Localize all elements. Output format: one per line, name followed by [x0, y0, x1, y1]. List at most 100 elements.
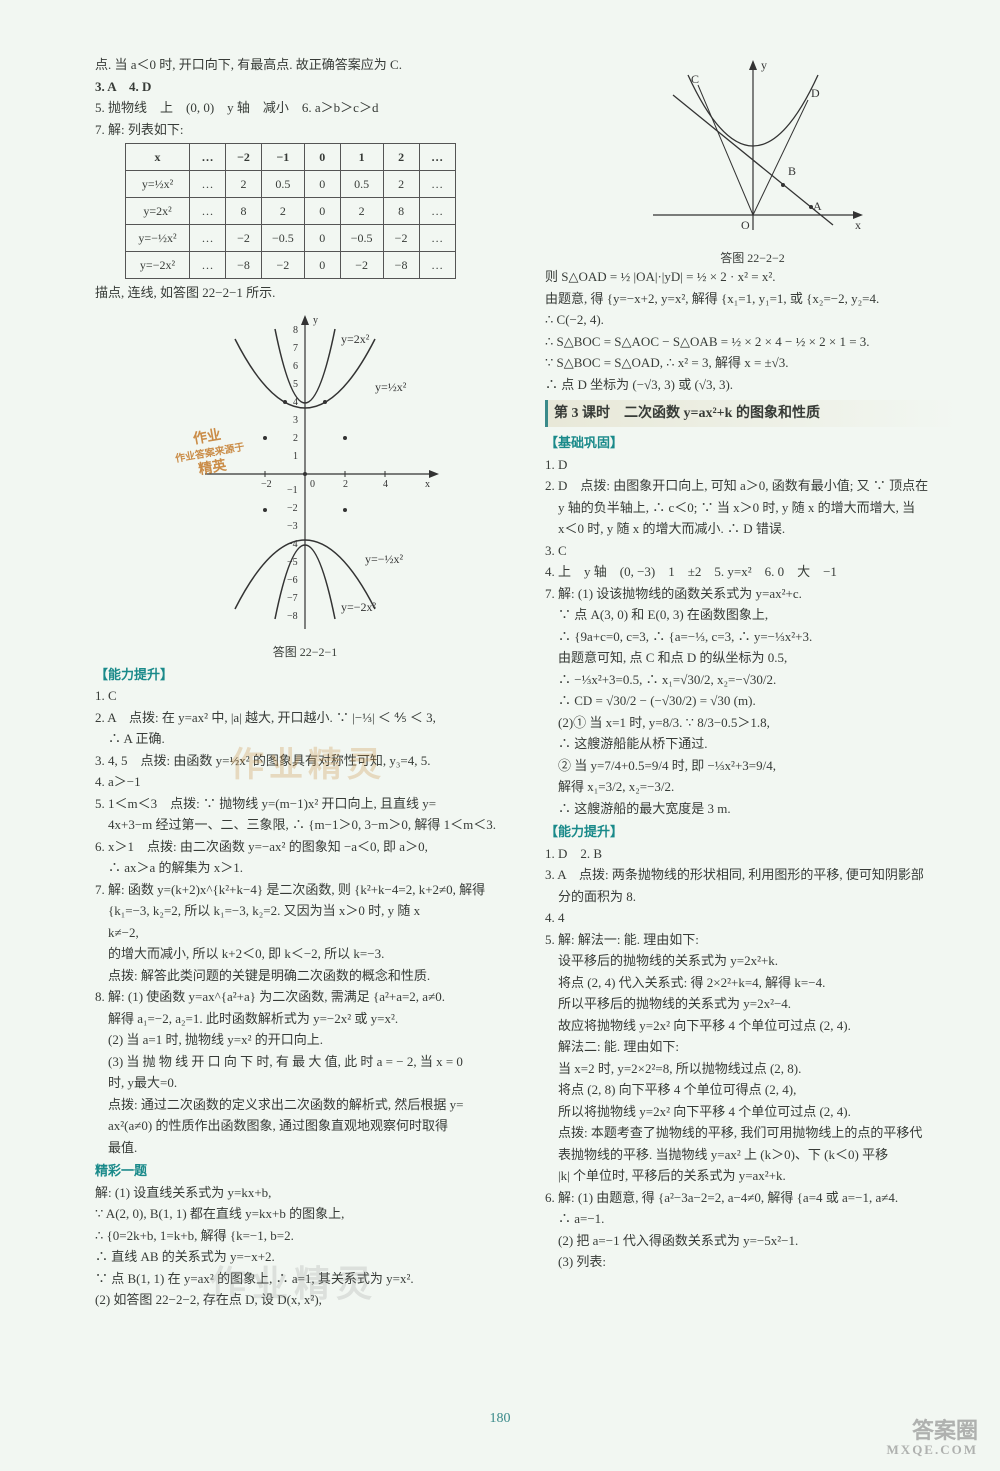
watermark-sub: MXQE.COM: [887, 1443, 978, 1457]
section-title-bar: 第 3 课时 二次函数 y=ax²+k 的图象和性质: [545, 400, 960, 427]
text-line: 最值.: [95, 1138, 515, 1158]
text-line: 3. A 4. D: [95, 77, 515, 97]
table-cell: 2: [262, 198, 305, 225]
text-line: 4. 上 y 轴 (0, −3) 1 ±2 5. y=x² 6. 0 大 −1: [545, 562, 960, 582]
svg-text:7: 7: [293, 343, 298, 354]
table-header: 2: [383, 144, 419, 171]
text-line: ax²(a≠0) 的性质作出函数图象, 通过图象直观地观察何时取得: [95, 1116, 515, 1136]
table-cell: −2: [340, 252, 383, 279]
text-line: 点拨: 解答此类问题的关键是明确二次函数的概念和性质.: [95, 966, 515, 986]
table-row: y=½x² … 2 0.5 0 0.5 2 …: [126, 171, 456, 198]
table-cell: …: [419, 225, 455, 252]
curve-label: y=−½x²: [365, 552, 404, 566]
svg-text:−6: −6: [287, 575, 298, 586]
text-line: 当 x=2 时, y=2×2²=8, 所以抛物线过点 (2, 8).: [545, 1059, 960, 1079]
svg-text:−2: −2: [287, 503, 298, 514]
text-line: 故应将抛物线 y=2x² 向下平移 4 个单位可过点 (2, 4).: [545, 1016, 960, 1036]
text-line: (2) 当 a=1 时, 抛物线 y=x² 的开口向上.: [95, 1030, 515, 1050]
text-line: 分的面积为 8.: [545, 887, 960, 907]
text-line: (3) 当 抛 物 线 开 口 向 下 时, 有 最 大 值, 此 时 a = …: [95, 1052, 515, 1072]
text-line: 点拨: 通过二次函数的定义求出二次函数的解析式, 然后根据 y=: [95, 1095, 515, 1115]
text-line: 3. C: [545, 541, 960, 561]
basic-heading: 【基础巩固】: [545, 433, 960, 453]
text-line: {k₁=−3, k₂=2, 所以 k₁=−3, k₂=2. 又因为当 x＞0 时…: [95, 901, 515, 921]
text-line: 6. 解: (1) 由题意, 得 {a²−3a−2=2, a−4≠0, 解得 {…: [545, 1188, 960, 1208]
text-line: 7. 解: 列表如下:: [95, 120, 515, 140]
text-line: 的增大而减小, 所以 k+2＜0, 即 k＜−2, 所以 k=−3.: [95, 944, 515, 964]
text-line: |k| 个单位时, 平移后的关系式为 y=ax²+k.: [545, 1166, 960, 1186]
svg-text:1: 1: [293, 451, 298, 462]
svg-text:−3: −3: [287, 521, 298, 532]
text-line: 所以平移后的抛物线的关系式为 y=2x²−4.: [545, 994, 960, 1014]
table-cell: …: [190, 225, 226, 252]
watermark-text: 作业精灵: [210, 1257, 378, 1311]
text-line: 3. A 点拨: 两条抛物线的形状相同, 利用图形的平移, 便可知阴影部: [545, 865, 960, 885]
text-line: 7. 解: (1) 设该抛物线的函数关系式为 y=ax²+c.: [545, 584, 960, 604]
table-cell: …: [419, 198, 455, 225]
value-table: x … −2 −1 0 1 2 … y=½x² … 2 0.5 0 0.5 2 …: [125, 143, 456, 279]
text-line: ∴ a=−1.: [545, 1209, 960, 1229]
svg-text:2: 2: [293, 433, 298, 444]
text-line: 解: (1) 设直线关系式为 y=kx+b,: [95, 1183, 515, 1203]
ability-heading: 【能力提升】: [545, 822, 960, 842]
text-line: 则 S△OAD = ½ |OA|·|yD| = ½ × 2 · x² = x².: [545, 267, 960, 287]
svg-text:y: y: [313, 315, 318, 326]
table-cell: y=½x²: [126, 171, 190, 198]
svg-text:2: 2: [343, 479, 348, 490]
text-line: 解得 a₁=−2, a₂=1. 此时函数解析式为 y=−2x² 或 y=x².: [95, 1009, 515, 1029]
text-line: 点. 当 a＜0 时, 开口向下, 有最高点. 故正确答案应为 C.: [95, 55, 515, 75]
table-header: 0: [304, 144, 340, 171]
text-line: (2) 把 a=−1 代入得函数关系式为 y=−5x²−1.: [545, 1231, 960, 1251]
text-line: 5. 解: 解法一: 能. 理由如下:: [545, 930, 960, 950]
table-header: 1: [340, 144, 383, 171]
text-line: 8. 解: (1) 使函数 y=ax^{a²+a} 为二次函数, 需满足 {a²…: [95, 987, 515, 1007]
text-line: ∴ ax＞a 的解集为 x＞1.: [95, 858, 515, 878]
table-cell: 2: [226, 171, 262, 198]
text-line: 表抛物线的平移. 当抛物线 y=ax² 上 (k＞0)、下 (k＜0) 平移: [545, 1145, 960, 1165]
text-line: x＜0 时, y 随 x 的增大而减小. ∴ D 错误.: [545, 519, 960, 539]
svg-text:3: 3: [293, 415, 298, 426]
text-line: (3) 列表:: [545, 1252, 960, 1272]
text-line: 1. D 2. B: [545, 844, 960, 864]
table-cell: 0: [304, 252, 340, 279]
svg-text:6: 6: [293, 361, 298, 372]
svg-text:−8: −8: [287, 611, 298, 622]
text-line: ∵ A(2, 0), B(1, 1) 都在直线 y=kx+b 的图象上,: [95, 1204, 515, 1224]
table-cell: 2: [340, 198, 383, 225]
table-cell: …: [419, 252, 455, 279]
curve-label: y=½x²: [375, 380, 407, 394]
table-cell: −0.5: [340, 225, 383, 252]
table-cell: 0.5: [262, 171, 305, 198]
text-line: 解得 x₁=3/2, x₂=−3/2.: [545, 777, 960, 797]
table-header: −1: [262, 144, 305, 171]
svg-text:8: 8: [293, 325, 298, 336]
right-column: C D B A O x y 答图 22−2−2 则 S△OAD = ½ |OA|…: [545, 55, 960, 1312]
text-line: 描点, 连线, 如答图 22−2−1 所示.: [95, 283, 515, 303]
text-line: 由题意, 得 {y=−x+2, y=x², 解得 {x₁=1, y₁=1, 或 …: [545, 289, 960, 309]
svg-text:5: 5: [293, 379, 298, 390]
curve-intersection-graph: C D B A O x y: [633, 55, 873, 245]
svg-text:4: 4: [383, 479, 388, 490]
left-column: 点. 当 a＜0 时, 开口向下, 有最高点. 故正确答案应为 C. 3. A …: [95, 55, 515, 1312]
table-cell: −2: [383, 225, 419, 252]
text-line: ∴ 点 D 坐标为 (−√3, 3) 或 (√3, 3).: [545, 375, 960, 395]
text-line: ∴ 这艘游船的最大宽度是 3 m.: [545, 799, 960, 819]
text-line: ∴ CD = √30/2 − (−√30/2) = √30 (m).: [545, 691, 960, 711]
graph-caption: 答图 22−2−2: [545, 249, 960, 267]
text-line: k≠−2,: [95, 923, 515, 943]
text-line: ∴ {9a+c=0, c=3, ∴ {a=−⅓, c=3, ∴ y=−⅓x²+3…: [545, 627, 960, 647]
table-row: x … −2 −1 0 1 2 …: [126, 144, 456, 171]
svg-text:y: y: [761, 58, 767, 72]
text-line: ∴ S△BOC = S△AOC − S△OAB = ½ × 2 × 4 − ½ …: [545, 332, 960, 352]
text-line: (2)① 当 x=1 时, y=8/3. ∵ 8/3−0.5＞1.8,: [545, 713, 960, 733]
table-cell: −8: [383, 252, 419, 279]
table-cell: …: [190, 171, 226, 198]
table-cell: y=−½x²: [126, 225, 190, 252]
svg-text:D: D: [811, 86, 820, 100]
svg-text:B: B: [788, 164, 796, 178]
table-cell: −2: [262, 252, 305, 279]
text-line: 解法二: 能. 理由如下:: [545, 1037, 960, 1057]
svg-text:−1: −1: [287, 485, 298, 496]
table-cell: 0: [304, 171, 340, 198]
table-header: −2: [226, 144, 262, 171]
